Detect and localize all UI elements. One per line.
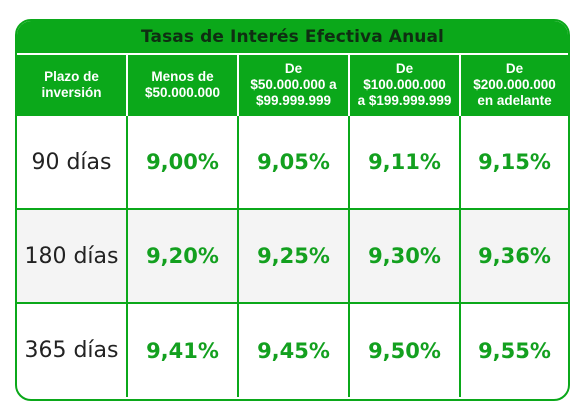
rate-cell: 9,05% [237, 114, 349, 209]
rate-cell: 9,30% [348, 208, 460, 303]
term-cell: 90 días [17, 114, 127, 209]
header-line: Menos de [151, 68, 214, 84]
rate-cell: 9,50% [348, 302, 460, 397]
rates-table: Plazo de inversión Menos de $50.000.000 … [17, 55, 568, 397]
header-line: $50.000.000 [144, 84, 221, 100]
header-line: $100.000.000 [363, 76, 446, 92]
rate-cell: 9,55% [459, 302, 568, 397]
header-line: $200.000.000 [473, 76, 556, 92]
header-line: $50.000.000 a [250, 76, 337, 92]
header-tier-3: De $100.000.000 a $199.999.999 [348, 55, 460, 115]
table-row: 365 días 9,41% 9,45% 9,50% 9,55% [17, 302, 568, 397]
rate-cell: 9,36% [459, 208, 568, 303]
header-row: Plazo de inversión Menos de $50.000.000 … [17, 55, 568, 115]
header-term: Plazo de inversión [17, 55, 127, 115]
rate-cell: 9,00% [126, 114, 238, 209]
table-row: 180 días 9,20% 9,25% 9,30% 9,36% [17, 208, 568, 303]
header-tier-4: De $200.000.000 en adelante [459, 55, 568, 115]
rate-cell: 9,11% [348, 114, 460, 209]
header-tier-2: De $50.000.000 a $99.999.999 [237, 55, 349, 115]
header-line: en adelante [477, 92, 552, 108]
header-tier-1: Menos de $50.000.000 [126, 55, 238, 115]
rate-cell: 9,15% [459, 114, 568, 209]
rate-cell: 9,41% [126, 302, 238, 397]
header-line: De [505, 60, 524, 76]
header-line: $99.999.999 [255, 92, 332, 108]
header-line: inversión [41, 84, 102, 100]
header-line: a $199.999.999 [357, 92, 452, 108]
table-row: 90 días 9,00% 9,05% 9,11% 9,15% [17, 114, 568, 209]
rate-cell: 9,25% [237, 208, 349, 303]
header-line: De [284, 60, 303, 76]
header-line: Plazo de [44, 68, 99, 84]
rate-cell: 9,20% [126, 208, 238, 303]
rate-cell: 9,45% [237, 302, 349, 397]
interest-rate-table-card: Tasas de Interés Efectiva Anual Plazo de… [15, 19, 570, 401]
table-title: Tasas de Interés Efectiva Anual [17, 21, 568, 55]
header-line: De [395, 60, 414, 76]
term-cell: 365 días [17, 302, 127, 397]
term-cell: 180 días [17, 208, 127, 303]
